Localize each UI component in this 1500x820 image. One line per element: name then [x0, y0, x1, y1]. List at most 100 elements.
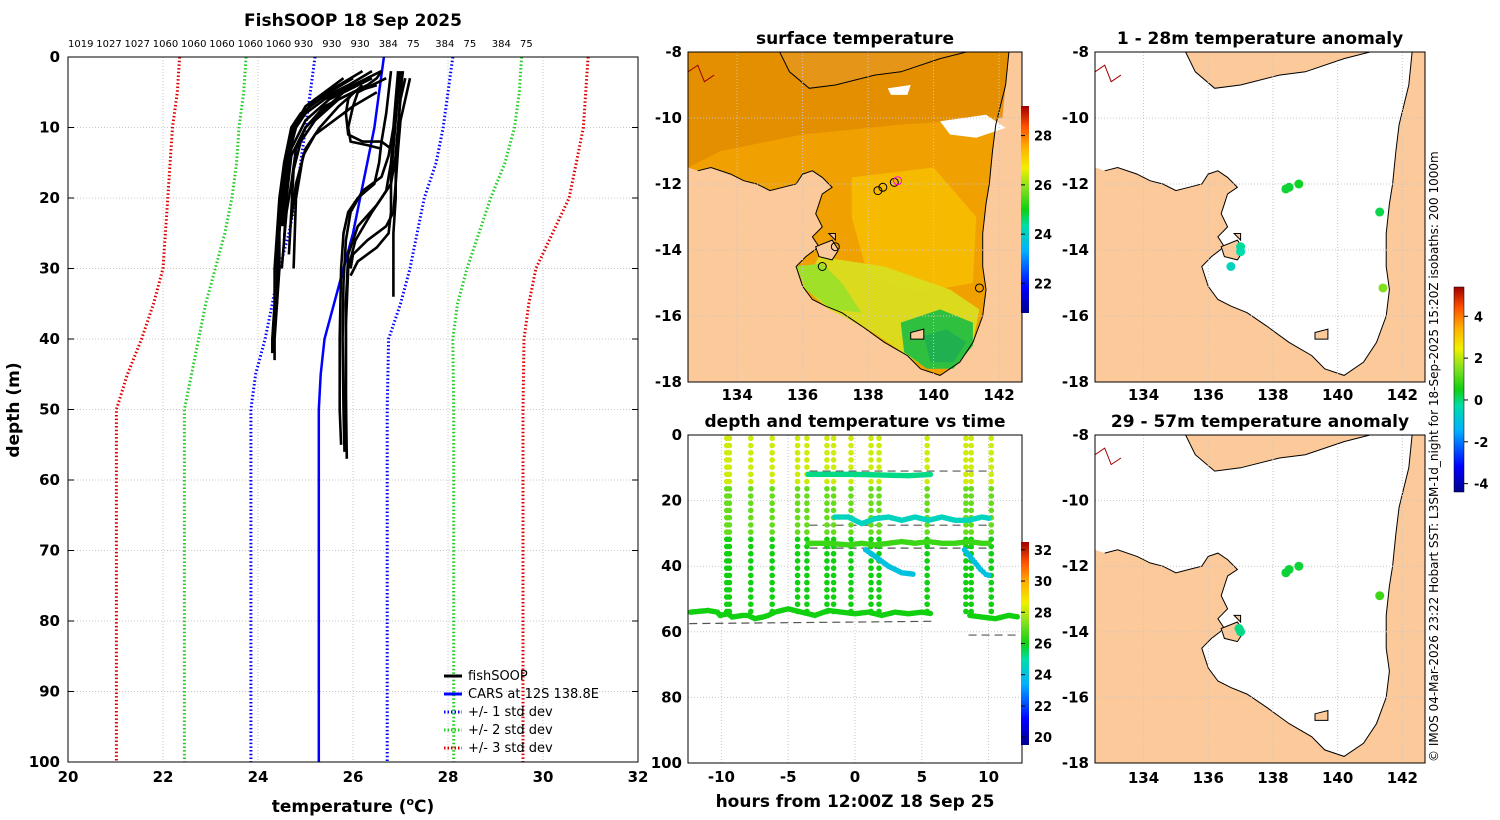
depth-time-cast-point [848, 485, 854, 492]
map-y-tick: -12 [1062, 557, 1089, 575]
depth-time-cast-point [769, 601, 775, 608]
depth-time-cast-point [876, 550, 882, 557]
depth-time-x-ticks: -10 -5 0 5 10 [708, 768, 999, 786]
depth-time-cast-point [963, 587, 969, 593]
depth-time-cast-point [868, 536, 874, 543]
depth-time-cast-point [726, 550, 733, 557]
depth-time-y-tick: 100 [651, 754, 682, 772]
depth-time-body [688, 435, 1020, 636]
depth-time-cast-point [868, 594, 874, 600]
depth-time-track-point [1014, 613, 1020, 620]
depth-time-cast-point [963, 572, 969, 579]
depth-time-cast-point [830, 601, 837, 608]
depth-time-colorbar-tick: 28 [1034, 606, 1052, 621]
depth-time-cast-point [988, 507, 995, 514]
depth-time-cast-point [747, 449, 754, 456]
depth-time-cast-point [868, 601, 874, 608]
profile-line--3-std [521, 56, 590, 762]
depth-time-cast-point [848, 601, 854, 608]
profile-cast [346, 77, 387, 150]
depth-time-cast-point [726, 543, 733, 550]
map-x-tick: 138 [1257, 769, 1288, 787]
depth-time-cast-point [726, 449, 733, 456]
anomaly-bottom-panel: 29 - 57m temperature anomaly 134 136 138 14… [1062, 412, 1426, 787]
depth-time-cast-point [824, 457, 830, 463]
depth-time-y-tick: 20 [661, 492, 682, 510]
anomaly-bottom-point [1284, 564, 1294, 574]
depth-time-cast-point [747, 536, 754, 543]
depth-time-cast-point [794, 478, 801, 485]
depth-time-cast-point [848, 565, 854, 571]
depth-time-cast-point [804, 485, 810, 492]
depth-time-cast-point [848, 594, 854, 600]
depth-time-cast-point [968, 493, 975, 499]
depth-time-cast-point [804, 457, 810, 463]
depth-time-cast-point [747, 565, 754, 571]
sst-colorbar-ticks: 22 24 26 28 [1021, 130, 1052, 292]
depth-time-cast-point [830, 478, 837, 485]
depth-time-cast-point [924, 572, 930, 579]
depth-time-cast-point [804, 579, 810, 586]
depth-time-cast-point [769, 536, 775, 543]
depth-time-cast-point [963, 529, 969, 535]
depth-time-cast-point [988, 442, 995, 449]
depth-time-cast-point [876, 587, 882, 593]
profile-top-label: 384 [435, 39, 454, 50]
depth-time-cast-point [769, 457, 775, 463]
depth-time-cast-point [824, 594, 830, 600]
depth-time-cast-point [830, 457, 837, 463]
sst-marker [893, 176, 903, 186]
depth-time-cast-point [824, 485, 830, 492]
depth-time-cast-point [868, 449, 874, 456]
depth-time-cast-point [963, 594, 969, 600]
depth-time-cast-point [769, 529, 775, 535]
profile-cast [280, 77, 354, 227]
depth-time-cast-point [747, 608, 754, 615]
depth-time-cast-point [824, 572, 830, 579]
depth-time-cast-point [830, 500, 837, 507]
sst-grid [688, 52, 1022, 382]
depth-time-cast-point [968, 594, 975, 600]
depth-time-cast-point [968, 601, 975, 608]
depth-time-cast-point [968, 435, 975, 442]
map-y-tick: -14 [1062, 241, 1089, 259]
anomaly-bottom-x-ticks: 134 136 138 140 142 [1128, 769, 1418, 787]
profile-x-tick: 20 [58, 768, 79, 786]
map-x-tick: 136 [1193, 386, 1224, 404]
anomaly-bottom-isobath [1095, 447, 1122, 466]
depth-time-x-tick: 5 [917, 768, 927, 786]
depth-time-cast-point [769, 572, 775, 579]
depth-time-cast-point [804, 464, 810, 470]
depth-time-cast-point [804, 558, 810, 564]
depth-time-cast-point [726, 500, 733, 507]
depth-time-cast-point [968, 529, 975, 535]
anomaly-bottom-frame [1094, 434, 1426, 764]
depth-time-cast-point [769, 587, 775, 593]
depth-time-cast-point [747, 572, 754, 579]
depth-time-cast-point [726, 478, 733, 485]
depth-time-title: depth and temperature vs time [705, 412, 1006, 432]
anomaly-bottom-point [1294, 561, 1304, 571]
profile-title: FishSOOP 18 Sep 2025 [244, 11, 462, 31]
anomaly-top-point [1236, 247, 1246, 257]
profile-x-tick: 24 [248, 768, 269, 786]
depth-time-cast-point [794, 457, 801, 463]
depth-time-cast-point [726, 565, 733, 571]
depth-time-cast-point [804, 442, 810, 449]
profile-top-label: 1060 [181, 39, 206, 50]
profile-legend: fishSOOP CARS at 12S 138.8E +/- 1 std dev +… [444, 669, 599, 756]
depth-time-cast-point [988, 435, 995, 442]
depth-time-cast-point [830, 507, 837, 514]
depth-time-cast-point [726, 507, 733, 514]
depth-time-cast-point [868, 587, 874, 593]
sst-colorbar-tick: 26 [1034, 179, 1052, 194]
depth-time-cast-point [747, 550, 754, 557]
depth-time-cast-point [868, 500, 874, 507]
profile-x-tick: 30 [533, 768, 554, 786]
sst-marker [830, 242, 840, 252]
anomaly-top-points [1226, 179, 1388, 293]
sst-coastline [697, 52, 1010, 376]
depth-time-cast-point [747, 493, 754, 499]
map-y-tick: -16 [1062, 307, 1089, 325]
profile-top-label: 75 [520, 39, 533, 50]
